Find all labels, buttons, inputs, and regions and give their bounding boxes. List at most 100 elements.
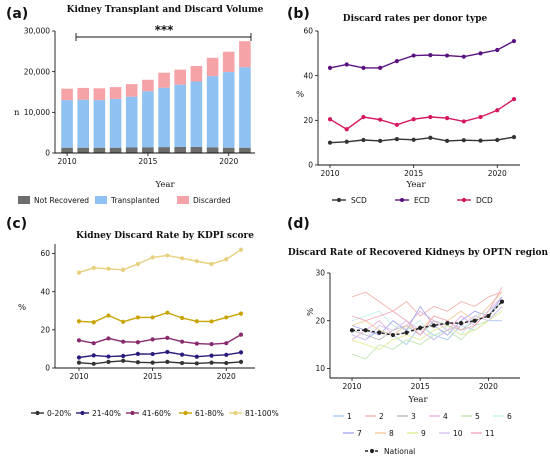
chart-a-ytick-label: 10,000 xyxy=(24,108,50,117)
chart-d-region-8-line xyxy=(351,291,503,336)
legend-label: 3 xyxy=(411,412,416,421)
legend-label: 5 xyxy=(475,412,480,421)
chart-d-national-point xyxy=(377,330,382,335)
bar-discarded xyxy=(93,88,106,101)
chart-d-national-point xyxy=(486,313,491,319)
legend-marker xyxy=(399,197,405,203)
chart-b-scd-point xyxy=(394,136,400,142)
legend-label: 11 xyxy=(485,429,495,438)
chart-c-xtick-label: 2015 xyxy=(143,372,162,381)
chart-a-ytick-label: 20,000 xyxy=(24,67,50,76)
significance-label: *** xyxy=(155,23,175,37)
chart-c-series-1-line xyxy=(78,351,242,359)
bar-discarded xyxy=(206,57,219,77)
chart-b-ecd-point xyxy=(495,47,500,53)
chart-c-series-3-point xyxy=(91,320,96,325)
chart-d-title: Discard Rate of Recovered Kidneys by OPT… xyxy=(288,248,549,258)
chart-a-ylabel: n xyxy=(14,108,20,118)
legend-label: Not Recovered xyxy=(34,196,89,205)
legend-label: 0-20% xyxy=(47,409,71,418)
bar-transplanted xyxy=(190,81,203,147)
chart-b-ytick-label: 20 xyxy=(303,116,313,125)
chart-b-scd-point xyxy=(461,138,466,143)
chart-c-series-1-point xyxy=(165,349,170,355)
chart-b-dcd-point xyxy=(411,117,416,122)
chart-c-ytick-label: 0 xyxy=(45,364,50,373)
chart-d-national-point xyxy=(363,328,368,333)
chart-c-series-4-point xyxy=(106,266,111,271)
chart-c-series-1-point xyxy=(209,353,214,358)
panel-label-a: (a) xyxy=(6,6,28,22)
chart-c-series-1-point xyxy=(106,354,111,359)
bar-not-recovered xyxy=(239,147,251,153)
bar-not-recovered xyxy=(93,147,106,153)
legend-label: Discarded xyxy=(193,196,231,205)
chart-c-series-2-point xyxy=(106,336,111,341)
chart-d-national-point xyxy=(404,330,409,335)
bar-transplanted xyxy=(222,72,235,148)
chart-c-series-0-line xyxy=(78,360,242,365)
chart-c-series-3-point xyxy=(121,319,126,324)
chart-c-series-0-point xyxy=(121,358,126,363)
chart-d-national-point xyxy=(445,321,450,326)
chart-b-ytick-label: 60 xyxy=(303,27,313,36)
chart-c-series-3-point xyxy=(179,315,185,321)
chart-b-title: Discard rates per donor type xyxy=(343,14,488,24)
chart-c-ytick-label: 40 xyxy=(40,287,50,296)
chart-c-series-3-point xyxy=(150,315,155,320)
legend-marker xyxy=(80,410,85,416)
chart-b-ecd-point xyxy=(394,59,400,64)
panel-label-c: (c) xyxy=(6,216,27,232)
chart-b-dcd-point xyxy=(327,117,333,122)
chart-b-ecd-point xyxy=(428,53,433,58)
bar-discarded xyxy=(61,88,73,101)
legend-marker xyxy=(130,410,135,416)
legend-marker xyxy=(461,197,467,203)
legend-label: SCD xyxy=(351,196,367,205)
legend-marker xyxy=(369,448,375,454)
bar-not-recovered xyxy=(142,147,154,153)
chart-d-national-point xyxy=(418,325,423,330)
chart-b-scd-point xyxy=(344,139,349,144)
chart-c-series-0-point xyxy=(209,360,214,365)
chart-a-xlabel: Year xyxy=(154,180,175,190)
bar-transplanted xyxy=(239,67,251,148)
chart-d-national-line xyxy=(352,301,503,336)
chart-c-series-0-point xyxy=(194,361,199,366)
chart-d-ytick-label: 30 xyxy=(315,269,325,278)
chart-c-series-2-point xyxy=(121,339,126,344)
chart-c-series-2-point xyxy=(91,341,96,346)
chart-a-ytick-label: 0 xyxy=(45,149,50,158)
chart-c-series-3-point xyxy=(135,315,141,320)
chart-c-series-1-point xyxy=(194,354,199,359)
chart-b-xtick-label: 2010 xyxy=(320,169,339,178)
chart-d-xlabel: Year xyxy=(407,395,428,405)
chart-b-scd-point xyxy=(444,138,450,143)
chart-c-series-4-point xyxy=(135,261,141,267)
chart-b-ecd-point xyxy=(478,51,483,56)
chart-b-xtick-label: 2015 xyxy=(404,169,423,178)
chart-b-scd-point xyxy=(428,135,433,140)
bar-discarded xyxy=(239,41,251,68)
chart-c-series-3-point xyxy=(224,315,229,320)
chart-c-series-0-point xyxy=(165,359,170,364)
chart-c-series-4-point xyxy=(224,257,229,262)
chart-c-xtick-label: 2010 xyxy=(69,372,88,381)
legend-label: 2 xyxy=(379,412,384,421)
chart-b-scd-point xyxy=(495,137,500,143)
chart-d-national-point xyxy=(431,323,436,328)
bar-not-recovered xyxy=(206,147,219,153)
legend-label: 8 xyxy=(389,429,394,438)
chart-c-series-0-point xyxy=(91,361,96,366)
chart-c-series-4-point xyxy=(194,259,199,264)
chart-d-national-point xyxy=(472,318,477,323)
legend-swatch xyxy=(18,196,30,204)
bar-not-recovered xyxy=(61,147,73,153)
chart-b-dcd-point xyxy=(361,114,366,120)
chart-b-ecd-point xyxy=(344,62,349,67)
chart-b-ylabel: % xyxy=(296,90,304,100)
chart-d-region-11-line xyxy=(351,287,503,336)
chart-c-series-2-point xyxy=(194,341,199,346)
chart-c-series-4-point xyxy=(121,267,126,272)
